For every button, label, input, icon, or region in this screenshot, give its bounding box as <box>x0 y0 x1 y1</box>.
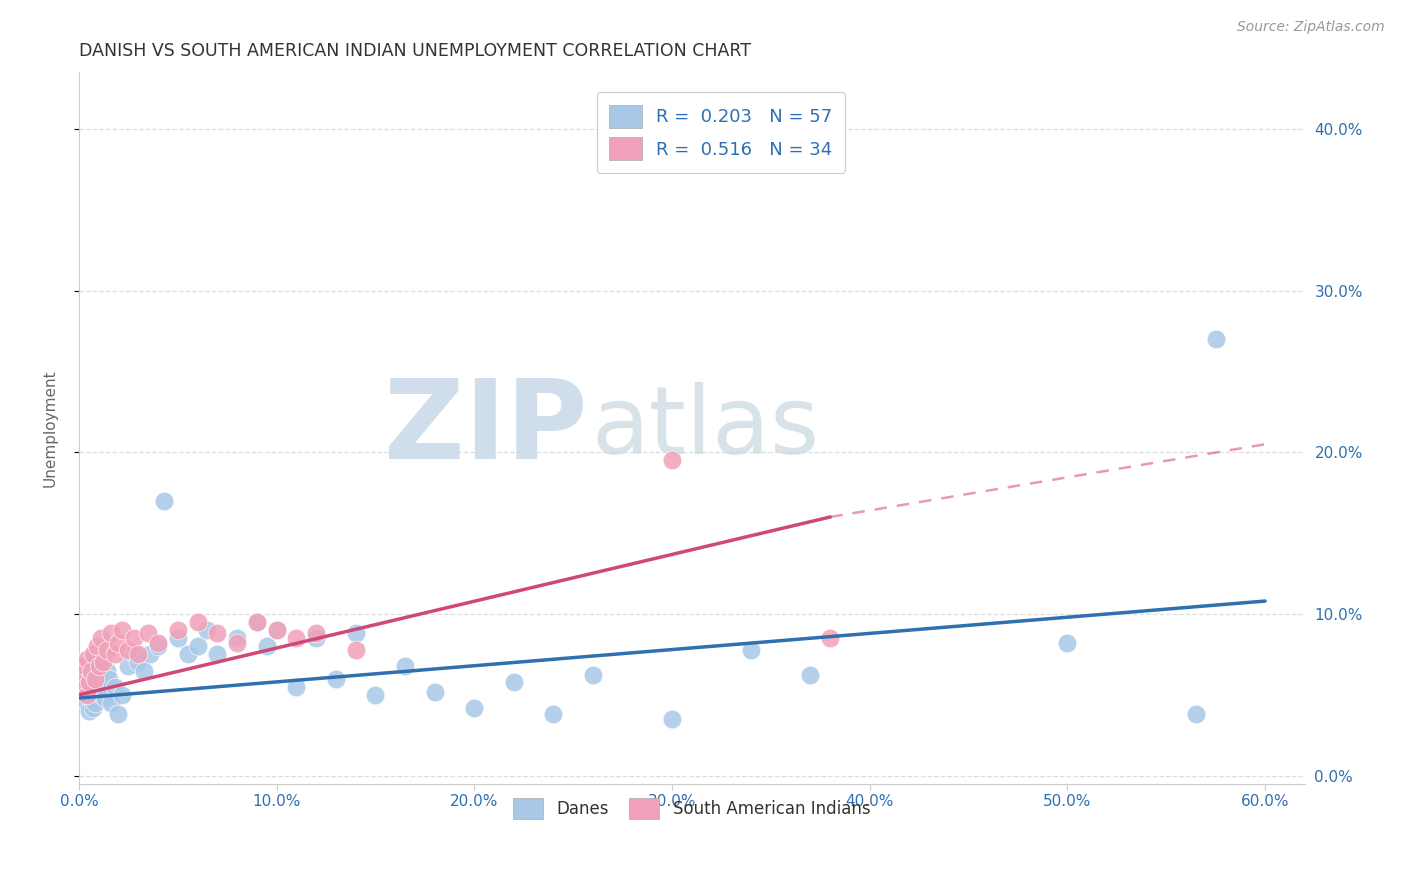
Point <box>96 642 118 657</box>
Point <box>80 691 103 706</box>
Point <box>740 642 762 657</box>
Point <box>197 623 219 637</box>
Point <box>207 648 229 662</box>
Point <box>96 664 118 678</box>
Point <box>394 658 416 673</box>
Point <box>76 664 98 678</box>
Point <box>661 712 683 726</box>
Point <box>266 623 288 637</box>
Point <box>90 688 112 702</box>
Point <box>117 642 139 657</box>
Point <box>176 648 198 662</box>
Point <box>107 707 129 722</box>
Point <box>76 652 98 666</box>
Point <box>111 623 134 637</box>
Point <box>325 672 347 686</box>
Point <box>344 626 367 640</box>
Point <box>136 626 159 640</box>
Point <box>117 658 139 673</box>
Point <box>103 680 125 694</box>
Point <box>124 632 146 646</box>
Point <box>166 623 188 637</box>
Point <box>73 688 96 702</box>
Point <box>543 707 565 722</box>
Point <box>107 636 129 650</box>
Point <box>80 664 103 678</box>
Point <box>187 640 209 654</box>
Point <box>285 680 308 694</box>
Point <box>305 632 328 646</box>
Point <box>91 656 114 670</box>
Y-axis label: Unemployment: Unemployment <box>44 369 58 487</box>
Point <box>166 632 188 646</box>
Point <box>73 658 96 673</box>
Point <box>146 636 169 650</box>
Point <box>93 691 115 706</box>
Point <box>1185 707 1208 722</box>
Point <box>77 674 100 689</box>
Point <box>256 640 278 654</box>
Point <box>100 696 122 710</box>
Point <box>127 648 149 662</box>
Point <box>73 672 96 686</box>
Point <box>602 154 624 169</box>
Point <box>187 615 209 629</box>
Point <box>83 684 105 698</box>
Point <box>246 615 269 629</box>
Point <box>90 632 112 646</box>
Point <box>344 642 367 657</box>
Point <box>226 636 249 650</box>
Point <box>87 680 110 694</box>
Point <box>226 632 249 646</box>
Point <box>86 672 108 686</box>
Point <box>305 626 328 640</box>
Point <box>73 680 96 694</box>
Point <box>502 674 524 689</box>
Point <box>463 700 485 714</box>
Point <box>77 680 100 694</box>
Point <box>83 672 105 686</box>
Point <box>153 493 176 508</box>
Text: DANISH VS SOUTH AMERICAN INDIAN UNEMPLOYMENT CORRELATION CHART: DANISH VS SOUTH AMERICAN INDIAN UNEMPLOY… <box>79 42 751 60</box>
Point <box>1205 332 1227 346</box>
Point <box>76 688 98 702</box>
Text: atlas: atlas <box>592 382 820 474</box>
Point <box>285 632 308 646</box>
Point <box>799 668 821 682</box>
Point <box>364 688 387 702</box>
Point <box>72 680 94 694</box>
Point <box>77 704 100 718</box>
Point <box>76 696 98 710</box>
Point <box>72 672 94 686</box>
Point <box>661 453 683 467</box>
Point <box>103 648 125 662</box>
Point <box>207 626 229 640</box>
Point <box>423 684 446 698</box>
Point <box>100 626 122 640</box>
Point <box>139 648 162 662</box>
Point <box>87 658 110 673</box>
Point <box>818 632 841 646</box>
Point <box>86 640 108 654</box>
Point <box>91 674 114 689</box>
Point <box>134 664 156 678</box>
Point <box>1056 636 1078 650</box>
Point <box>82 674 104 689</box>
Point <box>83 696 105 710</box>
Text: ZIP: ZIP <box>384 375 588 482</box>
Text: Source: ZipAtlas.com: Source: ZipAtlas.com <box>1237 20 1385 34</box>
Point <box>82 700 104 714</box>
Point <box>266 623 288 637</box>
Point <box>97 672 120 686</box>
Point <box>246 615 269 629</box>
Point <box>582 668 605 682</box>
Point <box>87 658 110 673</box>
Point <box>127 656 149 670</box>
Point <box>146 640 169 654</box>
Point <box>80 668 103 682</box>
Point <box>111 688 134 702</box>
Point <box>124 648 146 662</box>
Legend: Danes, South American Indians: Danes, South American Indians <box>506 791 877 825</box>
Point <box>82 648 104 662</box>
